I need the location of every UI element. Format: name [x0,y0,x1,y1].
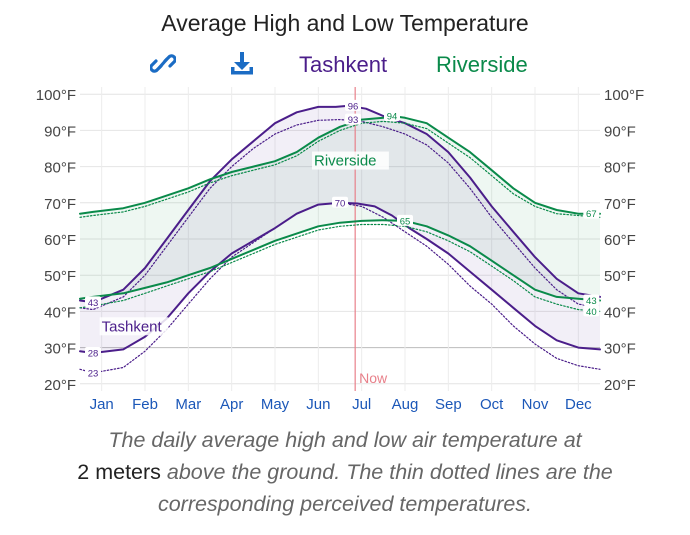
x-tick-label: Apr [220,396,243,413]
y-tick-label-right: 50°F [604,268,636,285]
download-icon[interactable] [229,50,255,78]
data-label-bg [583,207,600,219]
x-tick-label: Jan [90,396,114,413]
data-label-bg [583,305,600,317]
data-label: 93 [348,115,359,126]
legend-tashkent[interactable]: Tashkent [299,52,388,77]
y-tick-label-right: 90°F [604,123,636,140]
x-tick-label: Jun [306,396,330,413]
y-tick-label-right: 70°F [604,196,636,213]
legend-riverside[interactable]: Riverside [436,52,528,77]
chart-title: Average High and Low Temperature [161,10,529,36]
y-tick-label-left: 70°F [44,196,76,213]
data-label-bg [583,294,600,306]
caption-part1: The daily average high and low air tempe… [108,428,582,452]
tashkent-low-line [79,201,601,354]
y-tick-label-right: 80°F [604,160,636,177]
data-label-bg [397,214,413,226]
now-label: Now [359,370,388,386]
y-tick-label-right: 30°F [604,341,636,358]
data-label-bg [345,99,361,111]
x-tick-label: Sep [435,396,462,413]
y-tick-label-right: 60°F [604,232,636,249]
data-label-bg [332,196,348,208]
data-label-bg [345,113,361,125]
y-tick-label-left: 80°F [44,160,76,177]
caption: The daily average high and low air tempe… [20,424,670,520]
data-label-bg [85,347,101,358]
y-tick-label-left: 90°F [44,123,76,140]
data-label: 43 [88,298,99,309]
data-label-bg [85,366,101,378]
data-label: 28 [88,349,99,360]
data-label: 70 [335,198,346,209]
series-annotation: Riverside [314,153,377,170]
annotation-bg [99,317,169,336]
x-tick-label: Nov [522,396,549,413]
y-tick-label-left: 100°F [36,87,76,104]
caption-highlight: 2 meters [77,460,161,484]
link-icon[interactable] [149,50,177,78]
riverside-low-perceived-line [79,223,601,312]
y-tick-label-left: 20°F [44,377,76,394]
data-label: 65 [400,216,411,227]
x-tick-label: Oct [480,396,504,413]
tashkent-high-perceived-line [79,119,601,311]
x-tick-label: Aug [392,396,419,413]
x-tick-label: Feb [132,396,158,413]
riverside-band [80,116,600,301]
series-annotation: Tashkent [102,318,163,335]
data-label: 67 [586,209,597,220]
y-tick-label-right: 20°F [604,377,636,394]
riverside-low-line [79,219,601,302]
data-label: 43 [586,296,597,307]
y-tick-label-left: 50°F [44,268,76,285]
y-tick-label-right: 40°F [604,304,636,321]
data-label: 96 [348,101,359,112]
x-tick-label: Dec [565,396,592,413]
y-tick-label-left: 30°F [44,341,76,358]
caption-part2: above the ground. The thin dotted lines … [157,460,613,516]
annotation-bg [312,151,389,170]
temperature-chart: 100°F 100°F 90°F 90°F 80°F 80°F 70°F 70°F 60°F 60… [36,87,644,413]
tashkent-high-line [79,104,601,304]
y-tick-label-right: 100°F [604,87,644,104]
x-tick-label: Mar [175,396,201,413]
data-label-bg [384,109,400,121]
y-tick-label-left: 60°F [44,232,76,249]
data-label: 40 [586,307,597,318]
x-tick-label: May [261,396,290,413]
data-label-bg [85,296,101,308]
legend: Tashkent Riverside [0,50,690,82]
x-tick-label: Jul [352,396,371,413]
riverside-high-perceived-line [79,120,601,218]
y-tick-label-left: 40°F [44,304,76,321]
data-label: 23 [88,368,99,379]
data-label: 94 [387,111,398,122]
